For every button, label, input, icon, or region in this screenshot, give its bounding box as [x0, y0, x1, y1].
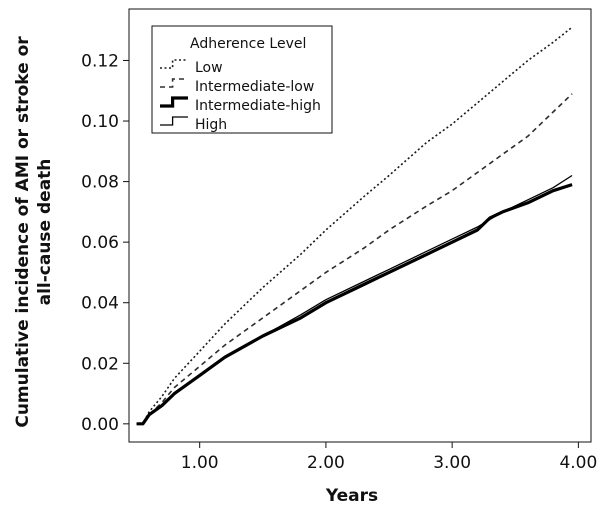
series-line-intermediate-high — [136, 183, 573, 426]
series-line-high — [136, 174, 573, 425]
legend-label-intermediate-low: Intermediate-low — [195, 79, 314, 95]
legend-title: Adherence Level — [190, 36, 306, 52]
x-tick-label: 4.00 — [559, 453, 597, 473]
legend-label-high: High — [195, 117, 227, 133]
x-tick-label: 3.00 — [433, 453, 471, 473]
y-tick-label: 0.12 — [81, 51, 119, 71]
legend-swatch-intermediate-high — [160, 96, 188, 108]
y-axis-title-line-2: all-cause death — [35, 159, 55, 306]
x-axis-title: Years — [325, 486, 378, 506]
legend-label-low: Low — [195, 60, 223, 76]
x-tick-label: 1.00 — [181, 453, 219, 473]
plot-frame — [128, 8, 592, 443]
y-tick-label: 0.08 — [81, 173, 119, 193]
y-tick-label: 0.04 — [81, 294, 119, 314]
y-tick-label: 0.02 — [81, 354, 119, 374]
legend-swatch-intermediate-low — [160, 78, 188, 88]
series-line-intermediate-low — [136, 93, 573, 425]
legend-swatch-low — [160, 59, 188, 69]
legend-swatch-high — [160, 116, 188, 126]
legend: Adherence Level Low Intermediate-low Inter… — [151, 25, 333, 134]
x-tick-label: 2.00 — [307, 453, 345, 473]
y-axis-title-line-1: Cumulative incidence of AMI or stroke or — [13, 36, 33, 428]
y-tick-label: 0.10 — [81, 112, 119, 132]
legend-label-intermediate-high: Intermediate-high — [195, 98, 321, 114]
y-tick-label: 0.00 — [81, 415, 119, 435]
series-line-low — [136, 26, 573, 425]
y-tick-label: 0.06 — [81, 233, 119, 253]
